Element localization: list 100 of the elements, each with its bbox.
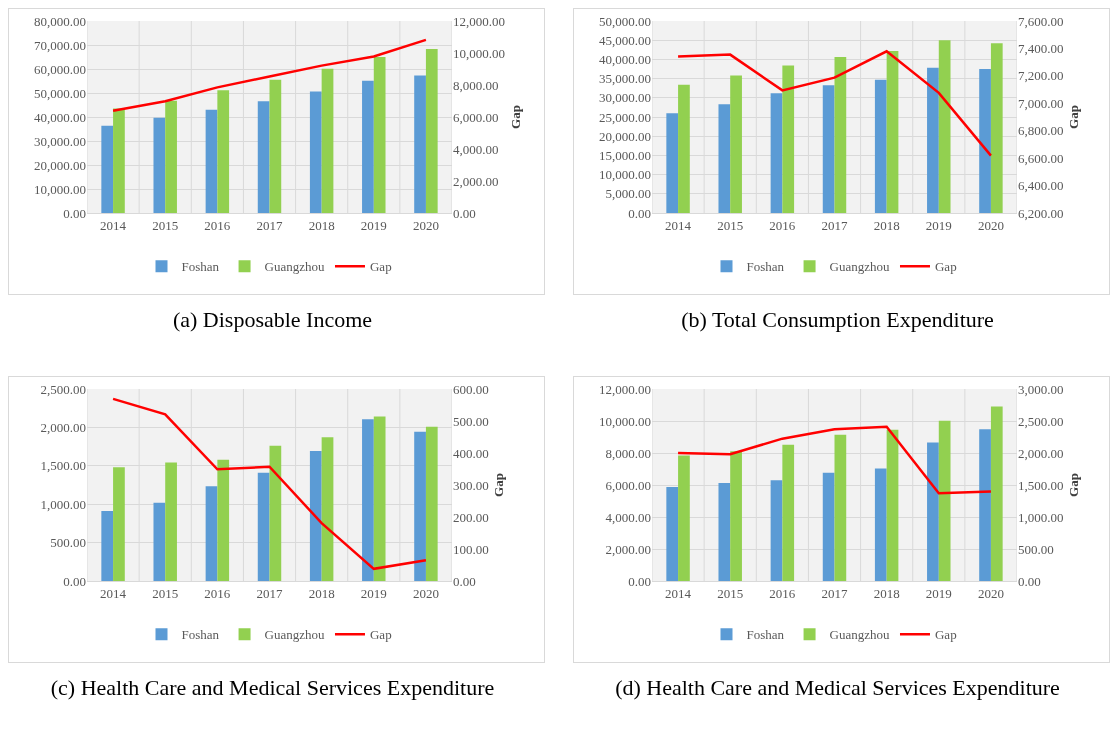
bar bbox=[927, 442, 939, 581]
bar bbox=[205, 109, 218, 213]
x-tick-label: 2020 bbox=[412, 585, 439, 601]
y-tick-label: 40,000.00 bbox=[599, 51, 651, 67]
bar bbox=[373, 57, 386, 213]
y-tick-label: 10,000.00 bbox=[599, 413, 651, 429]
bar bbox=[938, 420, 951, 581]
y-tick-label: 10,000.00 bbox=[34, 181, 86, 197]
x-tick-label: 2017 bbox=[256, 217, 283, 233]
bar bbox=[938, 40, 951, 213]
y-tick-label: 1,000.00 bbox=[40, 496, 86, 512]
x-tick-label: 2019 bbox=[360, 217, 387, 233]
bar bbox=[153, 117, 166, 213]
y-tick-label: 8,000.00 bbox=[605, 445, 651, 461]
x-tick-label: 2015 bbox=[717, 217, 744, 233]
bar bbox=[979, 429, 991, 581]
text: (b) Total Consumption Expenditure bbox=[680, 307, 995, 334]
y2-tick-label: 3,000.00 bbox=[1018, 381, 1064, 397]
x-tick-label: 2017 bbox=[821, 217, 848, 233]
y2-tick-label: 400.00 bbox=[453, 445, 489, 461]
y-tick-label: 10,000.00 bbox=[599, 167, 651, 183]
y2-axis-title: Gap bbox=[507, 105, 523, 129]
y2-tick-label: 10,000.00 bbox=[453, 45, 505, 61]
y-tick-label: 40,000.00 bbox=[34, 109, 86, 125]
y2-tick-label: 300.00 bbox=[453, 477, 489, 493]
x-tick-label: 2018 bbox=[873, 585, 900, 601]
bar bbox=[373, 416, 386, 581]
bar bbox=[782, 65, 795, 213]
x-tick-label: 2014 bbox=[100, 217, 127, 233]
y2-tick-label: 500.00 bbox=[453, 413, 489, 429]
bar bbox=[217, 90, 230, 213]
x-tick-label: 2016 bbox=[204, 585, 231, 601]
y2-tick-label: 6,200.00 bbox=[1018, 205, 1064, 221]
text: (a) Disposable Income bbox=[171, 307, 374, 334]
bar bbox=[834, 57, 847, 213]
bar bbox=[874, 79, 887, 213]
x-tick-label: 2015 bbox=[152, 217, 179, 233]
legend-label: Gap bbox=[369, 259, 392, 275]
y-tick-label: 25,000.00 bbox=[599, 109, 651, 125]
y2-tick-label: 12,000.00 bbox=[453, 13, 505, 29]
y2-tick-label: 500.00 bbox=[1018, 541, 1054, 557]
y2-tick-label: 7,600.00 bbox=[1018, 13, 1064, 29]
y-tick-label: 60,000.00 bbox=[34, 61, 86, 77]
y-tick-label: 20,000.00 bbox=[599, 128, 651, 144]
bar bbox=[730, 75, 742, 213]
y-tick-label: 45,000.00 bbox=[599, 32, 651, 48]
y2-tick-label: 7,400.00 bbox=[1018, 40, 1064, 56]
bar bbox=[718, 104, 731, 213]
line-series bbox=[111, 38, 428, 113]
y2-tick-label: 6,800.00 bbox=[1018, 123, 1064, 139]
bar bbox=[666, 487, 679, 581]
y2-tick-label: 7,200.00 bbox=[1018, 68, 1064, 84]
y-tick-label: 5,000.00 bbox=[605, 186, 651, 202]
bar bbox=[770, 93, 783, 213]
y-tick-label: 500.00 bbox=[50, 535, 86, 551]
bar bbox=[217, 459, 230, 581]
x-tick-label: 2016 bbox=[769, 217, 796, 233]
y2-tick-label: 4,000.00 bbox=[453, 141, 499, 157]
x-tick-label: 2015 bbox=[717, 585, 744, 601]
y-tick-label: 0.00 bbox=[628, 573, 651, 589]
bar bbox=[362, 80, 374, 213]
y-tick-label: 1,500.00 bbox=[40, 458, 86, 474]
legend-label: Foshan bbox=[181, 259, 220, 275]
bar bbox=[153, 502, 166, 581]
bar bbox=[718, 482, 731, 581]
y-tick-label: 30,000.00 bbox=[599, 90, 651, 106]
y-tick-label: 30,000.00 bbox=[34, 133, 86, 149]
y2-tick-label: 8,000.00 bbox=[453, 77, 499, 93]
bar bbox=[165, 462, 177, 581]
bar bbox=[770, 480, 783, 581]
bar bbox=[269, 445, 282, 581]
bar bbox=[321, 437, 334, 581]
y-tick-label: 6,000.00 bbox=[605, 477, 651, 493]
x-tick-label: 2014 bbox=[665, 585, 692, 601]
y2-tick-label: 600.00 bbox=[453, 381, 489, 397]
y-tick-label: 0.00 bbox=[63, 205, 86, 221]
bar bbox=[269, 79, 282, 213]
bar bbox=[309, 450, 322, 581]
y2-tick-label: 1,500.00 bbox=[1018, 477, 1064, 493]
bar bbox=[990, 43, 1003, 213]
bar bbox=[165, 100, 177, 213]
bar bbox=[101, 125, 114, 213]
x-tick-label: 2020 bbox=[412, 217, 439, 233]
y2-tick-label: 2,500.00 bbox=[1018, 413, 1064, 429]
x-tick-label: 2018 bbox=[308, 217, 335, 233]
bar bbox=[730, 451, 742, 581]
y-tick-label: 50,000.00 bbox=[34, 85, 86, 101]
y-tick-label: 80,000.00 bbox=[34, 13, 86, 29]
legend-label: Foshan bbox=[181, 627, 220, 643]
y-tick-label: 20,000.00 bbox=[34, 157, 86, 173]
bar bbox=[886, 50, 899, 213]
x-tick-label: 2019 bbox=[925, 217, 952, 233]
legend-label: Guangzhou bbox=[264, 259, 325, 275]
line-series bbox=[111, 397, 428, 571]
legend-label: Guangzhou bbox=[829, 627, 890, 643]
x-tick-label: 2017 bbox=[821, 585, 848, 601]
legend-label: Gap bbox=[934, 627, 957, 643]
y-tick-label: 4,000.00 bbox=[605, 509, 651, 525]
line-series bbox=[676, 425, 993, 495]
y2-tick-label: 2,000.00 bbox=[1018, 445, 1064, 461]
